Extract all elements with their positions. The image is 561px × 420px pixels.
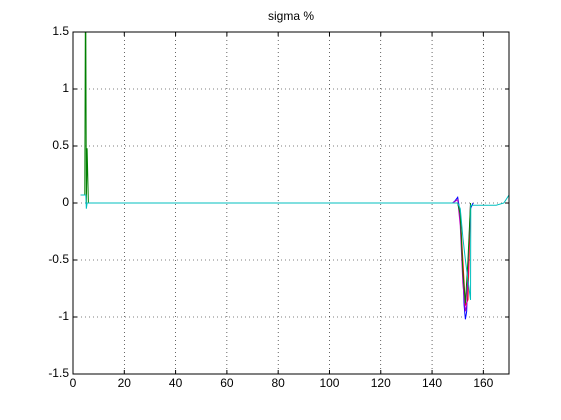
y-tick-label: 0.5 bbox=[52, 138, 69, 152]
x-tick-label: 100 bbox=[319, 376, 339, 390]
y-tick-label: -0.5 bbox=[48, 252, 69, 266]
y-tick-label: 1 bbox=[62, 81, 69, 95]
x-tick-label: 120 bbox=[371, 376, 391, 390]
plot-lines bbox=[80, 32, 509, 320]
x-tick-label: 0 bbox=[70, 376, 77, 390]
x-tick-label: 80 bbox=[271, 376, 285, 390]
x-tick-label: 60 bbox=[220, 376, 234, 390]
x-tick-label: 40 bbox=[169, 376, 183, 390]
y-tick-label: -1 bbox=[58, 309, 69, 323]
data-line bbox=[88, 198, 472, 312]
data-line bbox=[80, 194, 509, 300]
axes-box bbox=[72, 31, 510, 375]
x-tick-label: 140 bbox=[422, 376, 442, 390]
y-tick-label: 0 bbox=[62, 195, 69, 209]
x-tick-label: 160 bbox=[473, 376, 493, 390]
chart-title: sigma % bbox=[268, 9, 314, 23]
x-tick-label: 20 bbox=[118, 376, 132, 390]
y-tick-label: -1.5 bbox=[48, 366, 69, 380]
y-tick-label: 1.5 bbox=[52, 24, 69, 38]
